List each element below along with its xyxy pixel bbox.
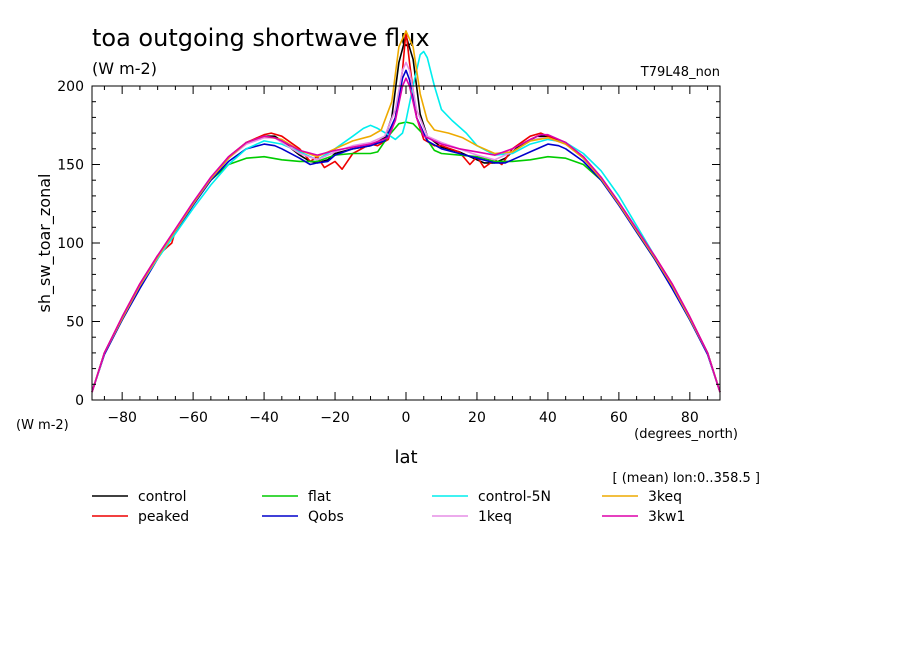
legend-label-peaked: peaked: [138, 509, 189, 525]
averaging-note: [ (mean) lon:0..358.5 ]: [613, 471, 761, 486]
series-line-3kw1: [91, 77, 721, 393]
x-tick-label: −20: [320, 410, 350, 426]
chart-units: (W m-2): [92, 59, 157, 78]
x-tick-label: 20: [468, 410, 486, 426]
legend-label-qobs: Qobs: [308, 509, 344, 525]
chart-title: toa outgoing shortwave flux: [92, 24, 430, 52]
series-line-control-5n: [91, 50, 721, 393]
y-axis-units: (W m-2): [16, 418, 69, 433]
axis-ticks: −80 −60 −40 −20 0 20 40 60 80 0 50 100 150 200: [57, 79, 720, 426]
y-tick-label: 200: [57, 79, 84, 95]
legend-label-flat: flat: [308, 489, 331, 505]
series-line-1keq: [91, 61, 721, 393]
x-tick-label: −40: [249, 410, 279, 426]
y-tick-label: 0: [75, 393, 84, 409]
series-line-qobs: [91, 69, 721, 393]
x-axis-units: (degrees_north): [634, 427, 738, 442]
y-tick-label: 50: [66, 315, 84, 331]
legend-label-1keq: 1keq: [478, 509, 512, 525]
x-tick-label: 60: [610, 410, 628, 426]
legend-label-control-5n: control-5N: [478, 489, 551, 505]
x-tick-label: 40: [539, 410, 557, 426]
x-tick-label: −60: [178, 410, 208, 426]
series-line-3keq: [91, 30, 721, 393]
legend-label-3kw1: 3kw1: [648, 509, 685, 525]
legend-label-3keq: 3keq: [648, 489, 682, 505]
x-axis-label: lat: [394, 447, 417, 468]
plot-frame: [91, 85, 721, 401]
plot-lines: [91, 30, 721, 393]
x-tick-label: 80: [681, 410, 699, 426]
y-tick-label: 150: [57, 158, 84, 174]
legend: control peaked flat Qobs control-5N 1keq 3keq 3…: [92, 489, 685, 525]
legend-label-control: control: [138, 489, 187, 505]
x-tick-label: −80: [107, 410, 137, 426]
x-tick-label: 0: [402, 410, 411, 426]
series-line-flat: [91, 121, 721, 393]
run-label: T79L48_non: [640, 65, 720, 80]
y-tick-label: 100: [57, 236, 84, 252]
y-axis-label: sh_sw_toar_zonal: [35, 174, 55, 313]
